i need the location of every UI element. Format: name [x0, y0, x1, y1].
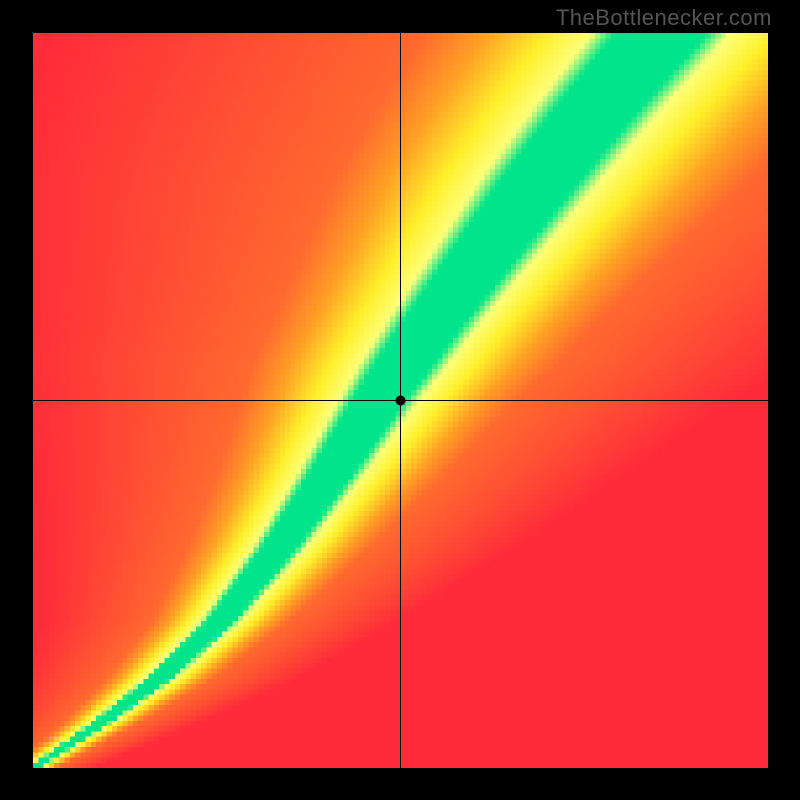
chart-container: TheBottlenecker.com [0, 0, 800, 800]
bottleneck-heatmap [33, 33, 768, 768]
watermark-text: TheBottlenecker.com [556, 5, 772, 31]
